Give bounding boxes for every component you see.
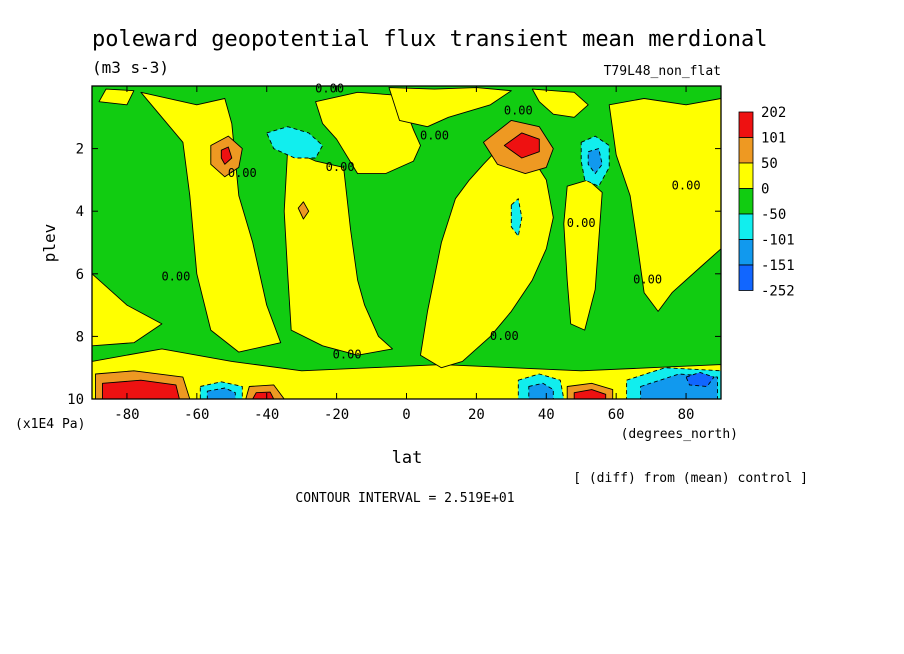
zero-contour-label: 0.00 xyxy=(490,329,519,343)
colorbar: 202 101 50 0 -50 -101 -151 -252 xyxy=(738,105,795,300)
diff-note: [ (diff) from (mean) control ] xyxy=(573,471,808,486)
x-tick-label: -20 xyxy=(324,407,349,423)
colorbar-label: -101 xyxy=(761,233,795,249)
contour-region-19 xyxy=(98,88,135,106)
zero-contour-label: 0.00 xyxy=(420,129,449,143)
zero-contour-label: 0.00 xyxy=(161,269,190,283)
contour-region-25 xyxy=(220,146,233,165)
contour-region-29 xyxy=(266,126,324,159)
colorbar-label: 202 xyxy=(761,105,786,121)
y-axis: 2 4 6 8 10 xyxy=(67,142,721,408)
colorbar-label: 50 xyxy=(761,156,778,172)
x-tick-label: -60 xyxy=(184,407,209,423)
x-tick-label: 40 xyxy=(538,407,555,423)
contour-interval: CONTOUR INTERVAL = 2.519E+01 xyxy=(295,491,514,506)
y-tick-label: 2 xyxy=(76,142,84,158)
x-tick-label: 60 xyxy=(608,407,625,423)
contour-region-22 xyxy=(608,98,721,312)
contour-region-6 xyxy=(573,389,607,399)
contour-region-15 xyxy=(92,273,163,347)
colorbar-label: 0 xyxy=(761,182,769,198)
contour-region-4 xyxy=(252,391,275,399)
y-tick-label: 8 xyxy=(76,329,84,345)
contour-region-31 xyxy=(587,148,603,175)
x-tick-label: -80 xyxy=(114,407,139,423)
colorbar-swatch xyxy=(738,162,754,189)
zero-contour-label: 0.00 xyxy=(326,160,355,174)
colorbar-swatch xyxy=(738,111,754,138)
contour-fills xyxy=(92,87,721,399)
zero-contour-label: 0.00 xyxy=(228,166,257,180)
colorbar-swatch xyxy=(738,137,754,164)
chart-title: poleward geopotential flux transient mea… xyxy=(92,27,768,52)
colorbar-label: -252 xyxy=(761,284,795,300)
zero-contour-label: 0.00 xyxy=(672,179,701,193)
zero-contour-label: 0.00 xyxy=(504,104,533,118)
contour-region-16 xyxy=(283,148,393,356)
contour-region-21 xyxy=(420,141,554,369)
y-axis-label: plev xyxy=(40,224,59,263)
zero-contour-label: 0.00 xyxy=(633,273,662,287)
contour-labels: 0.00 0.00 0.00 0.00 0.00 0.00 0.00 0.00 0.00 0.00… xyxy=(161,82,700,362)
contour-region-26 xyxy=(297,201,310,220)
x-tick-label: -40 xyxy=(254,407,279,423)
x-axis-label: lat xyxy=(392,448,423,468)
contour-region-10 xyxy=(528,382,554,399)
y-tick-label: 6 xyxy=(76,267,84,283)
x-tick-label: 0 xyxy=(402,407,410,423)
contour-region-2 xyxy=(102,379,180,399)
contour-region-13 xyxy=(685,371,715,387)
contour-region-20 xyxy=(531,88,589,118)
y-tick-label: 10 xyxy=(67,392,84,408)
x-axis-units: (degrees_north) xyxy=(621,427,738,442)
chart-units: (m3 s-3) xyxy=(92,58,169,77)
colorbar-swatch xyxy=(738,239,754,266)
colorbar-label: -50 xyxy=(761,207,786,223)
run-label: T79L48_non_flat xyxy=(604,64,721,79)
zero-contour-label: 0.00 xyxy=(333,348,362,362)
colorbar-label: -151 xyxy=(761,258,795,274)
colorbar-swatch xyxy=(738,264,754,291)
contour-region-23 xyxy=(563,179,603,331)
x-axis: -80 -60 -40 -20 0 20 40 60 80 xyxy=(114,86,694,423)
contour-region-14 xyxy=(140,91,282,353)
colorbar-swatch xyxy=(738,188,754,215)
contour-region-32 xyxy=(510,198,523,237)
y-tick-label: 4 xyxy=(76,204,84,220)
zero-contour-label: 0.00 xyxy=(315,82,344,96)
x-tick-label: 20 xyxy=(468,407,485,423)
x-tick-label: 80 xyxy=(678,407,695,423)
colorbar-swatch xyxy=(738,213,754,240)
colorbar-label: 101 xyxy=(761,131,786,147)
contour-region-18 xyxy=(388,87,512,128)
contour-region-8 xyxy=(206,387,236,399)
y-axis-units: (x1E4 Pa) xyxy=(15,417,85,432)
zero-contour-label: 0.00 xyxy=(567,216,596,230)
contour-region-28 xyxy=(503,132,540,159)
